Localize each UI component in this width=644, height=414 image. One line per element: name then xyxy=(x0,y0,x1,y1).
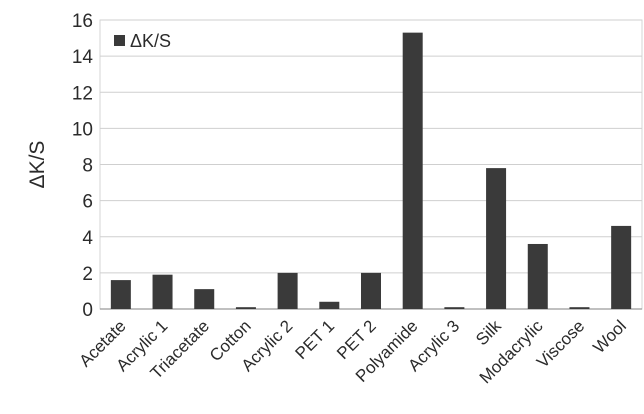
bar xyxy=(402,32,423,310)
bar xyxy=(611,225,632,309)
bar xyxy=(152,274,173,309)
x-tick-label: Silk xyxy=(472,316,505,349)
bar xyxy=(319,301,340,309)
bar xyxy=(194,289,215,309)
y-tick-label: 12 xyxy=(72,83,93,104)
bar xyxy=(569,307,590,309)
y-tick-label: 0 xyxy=(82,300,93,321)
bar xyxy=(235,307,256,309)
bar xyxy=(361,272,381,309)
y-axis-title: ΔK/S xyxy=(26,141,49,189)
y-tick-label: 14 xyxy=(72,47,94,68)
legend: ΔK/S xyxy=(114,31,171,51)
bar xyxy=(527,243,548,309)
legend-swatch xyxy=(114,35,125,46)
bar xyxy=(110,280,131,309)
bar xyxy=(444,307,465,309)
y-tick-label: 6 xyxy=(82,192,93,213)
bars xyxy=(110,32,632,310)
x-tick-label: PET 1 xyxy=(292,316,339,363)
y-tick-label: 8 xyxy=(82,156,93,177)
gridlines xyxy=(100,19,642,310)
bar xyxy=(486,168,507,309)
legend-label: ΔK/S xyxy=(130,31,171,51)
bar xyxy=(277,272,298,309)
y-tick-label: 10 xyxy=(72,119,93,140)
y-tick-label: 4 xyxy=(82,228,93,249)
y-tick-label: 16 xyxy=(72,11,93,32)
y-axis-ticks: 0 2 4 6 8 10 12 14 16 xyxy=(72,11,94,321)
x-tick-label: Wool xyxy=(589,316,630,357)
y-tick-label: 2 xyxy=(82,264,93,285)
